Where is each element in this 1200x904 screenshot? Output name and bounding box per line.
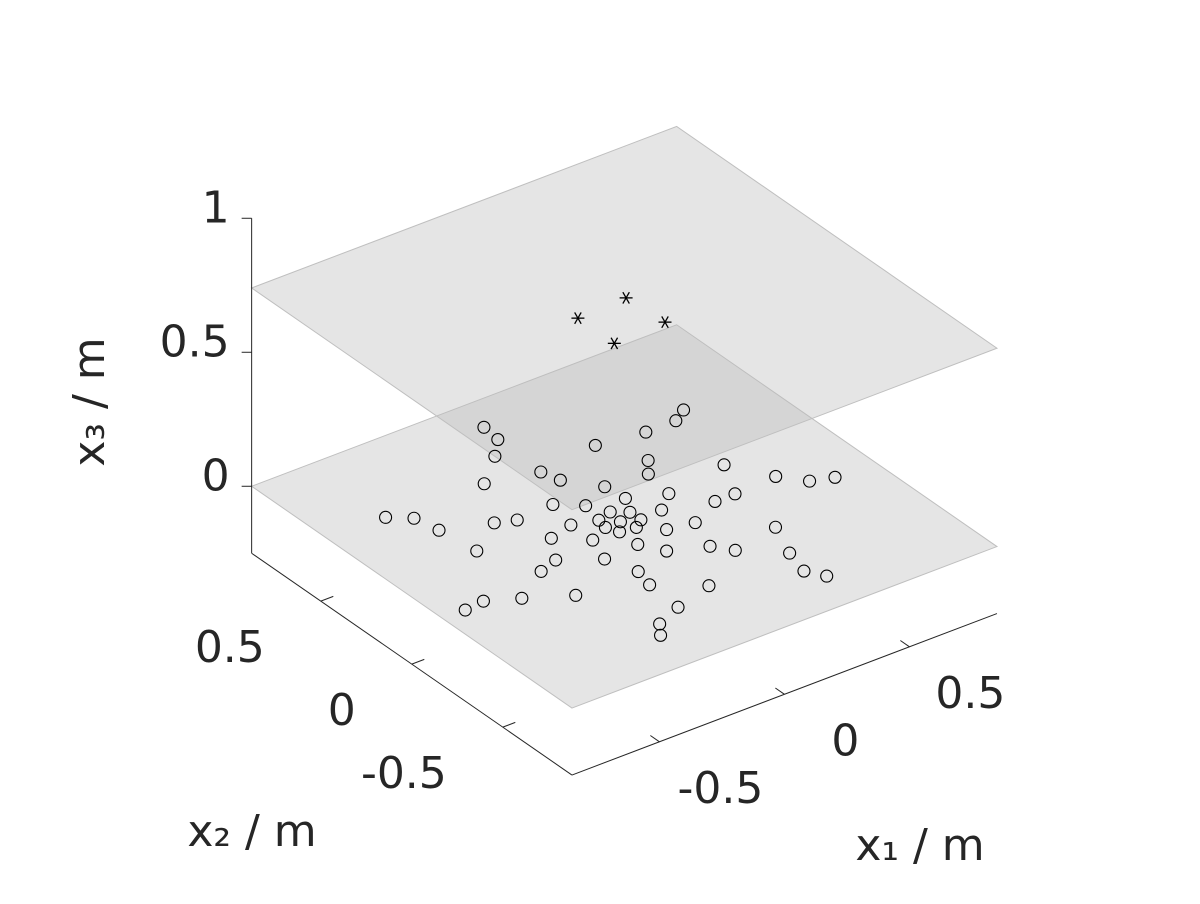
circle-marker [476,594,490,608]
circle-marker [491,433,505,447]
circle-marker [588,438,602,452]
circle-marker [803,474,817,488]
circle-marker [549,553,563,567]
star-marker [658,316,672,329]
circle-marker [828,470,842,484]
circle-marker [470,544,484,558]
circle-marker [639,425,653,439]
circle-marker [458,603,472,617]
z-tick-label: 0 [202,450,230,501]
circle-marker [432,523,446,537]
circle-marker [612,525,627,539]
circle-marker [598,480,612,494]
circle-marker [631,565,645,579]
circle-marker [631,537,645,552]
circle-marker [598,552,612,566]
circle-marker [629,520,643,534]
circle-marker [820,569,834,583]
circle-marker [534,465,548,479]
circle-marker [703,539,717,553]
y-tick-label: 0.5 [195,622,265,673]
circle-marker [510,513,524,527]
marks [379,291,842,642]
circle-marker [728,543,742,557]
planes [250,125,999,709]
circle-marker [662,487,676,501]
circle-marker [569,588,583,602]
y-tick [502,721,516,728]
circle-marker [477,420,491,434]
circle-marker [708,494,722,509]
axes: -0.500.5-0.500.500.51 [160,182,1006,814]
circle-marker [623,505,637,519]
circle-marker [643,578,657,592]
circle-marker [702,579,716,593]
plane [250,125,999,511]
y-tick [411,658,425,665]
circle-marker [586,533,600,547]
circle-marker [618,491,632,505]
circle-marker [660,544,674,558]
star-stroke [574,312,582,325]
circle-marker [477,477,491,491]
circle-marker [553,473,567,487]
circle-marker [688,516,702,530]
x-axis-label: x₁ / m [855,820,984,871]
y-tick-label: 0 [328,685,356,736]
circle-marker [717,458,731,472]
circle-marker [641,453,655,468]
circle-marker [488,449,502,463]
circle-marker [534,564,548,578]
star-stroke [661,316,669,329]
circle-marker [579,499,593,513]
star-stroke [622,291,630,304]
circle-marker [671,600,685,614]
star-marker [619,291,633,304]
star-marker [607,337,621,350]
circle-marker [487,516,501,530]
circle-marker [641,467,655,481]
circle-marker [603,505,617,519]
circle-marker [598,520,612,535]
circle-marker [613,515,627,529]
star-stroke [610,337,619,350]
x-tick [900,640,910,648]
circle-marker [654,628,668,642]
circle-marker [592,513,606,527]
x-tick-label: 0.5 [935,668,1005,719]
circle-marker [769,469,783,483]
x-tick-label: -0.5 [677,763,763,814]
circle-marker [546,497,560,512]
x-tick [650,735,660,743]
circle-marker [783,546,797,560]
circle-marker [655,503,669,517]
star-marker [571,312,585,325]
circle-marker [676,403,691,417]
circle-marker [634,513,648,527]
x-tick-label: 0 [831,716,859,767]
circle-marker [515,591,529,605]
circle-marker [564,518,578,532]
x-tick [775,687,785,695]
circle-marker [653,617,667,631]
circle-marker [768,520,783,534]
circle-marker [669,414,683,428]
z-tick-label: 0.5 [160,316,230,367]
circle-marker [379,510,393,524]
circle-marker [660,523,674,537]
y-axis-label: x₂ / m [187,806,316,857]
circle-marker [544,531,558,545]
circle-marker [797,564,811,578]
circle-marker [407,511,421,525]
z-axis-label: x₃ / m [64,337,115,466]
z-tick-label: 1 [202,182,230,233]
circle-marker [728,487,742,501]
plane [250,324,999,709]
y-tick-label: -0.5 [361,748,447,799]
y-tick [320,595,334,602]
